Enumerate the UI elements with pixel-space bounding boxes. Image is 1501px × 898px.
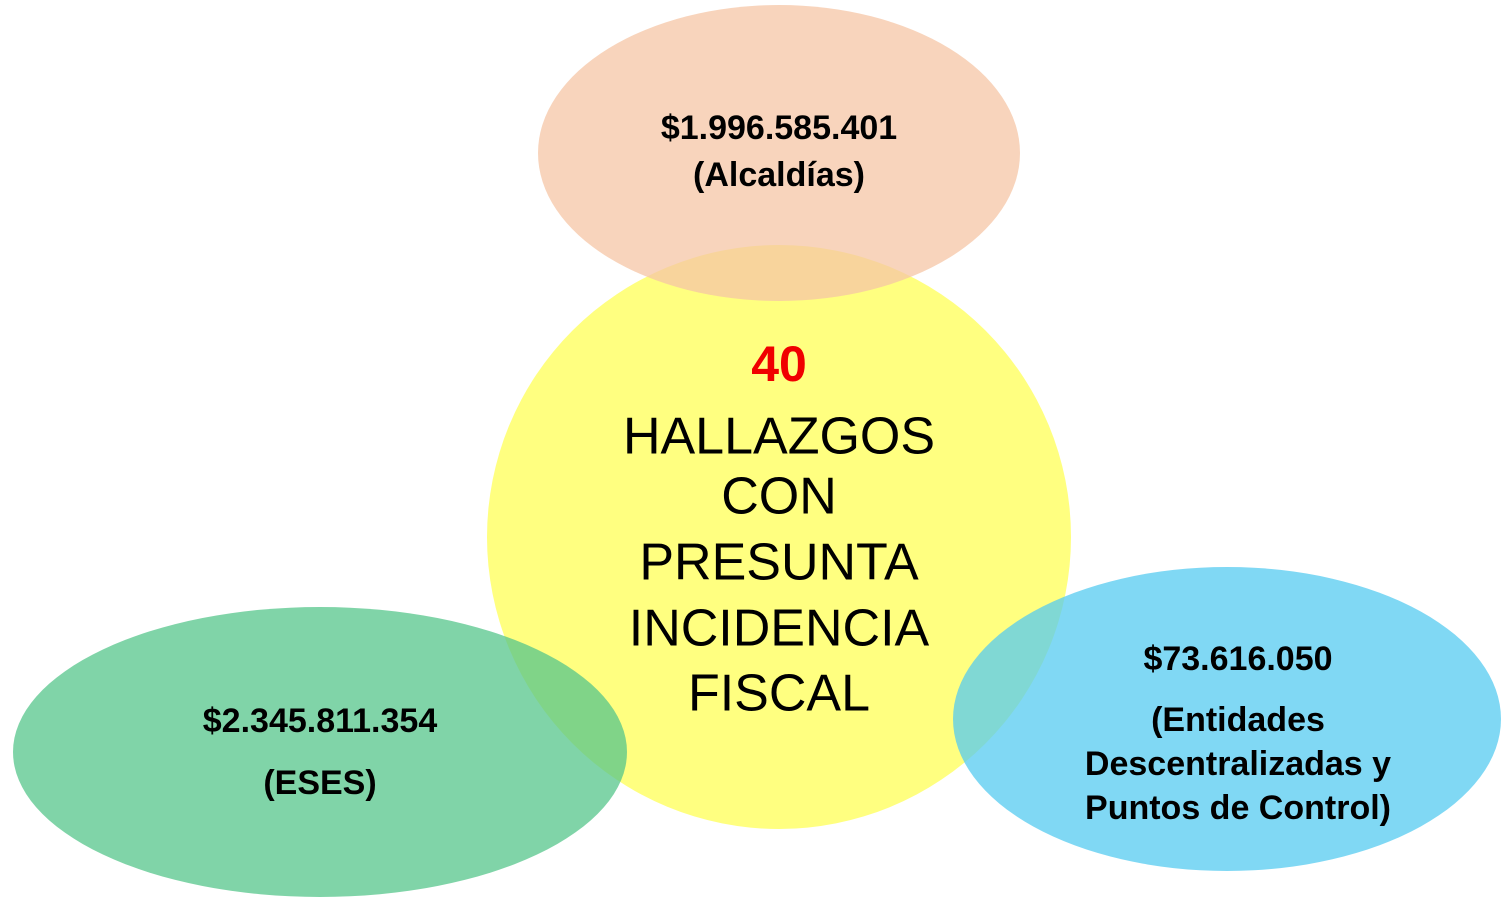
node-ellipse (953, 567, 1501, 871)
node-label-line: (Alcaldías) (693, 156, 865, 194)
node-label-line: (ESES) (263, 764, 376, 802)
node-amount: $1.996.585.401 (661, 109, 897, 147)
center-label-line: FISCAL (688, 665, 870, 723)
node-label-line: Descentralizadas y (1085, 745, 1391, 783)
center-label-line: HALLAZGOS (623, 408, 935, 466)
node-label-line: (Entidades (1151, 701, 1325, 739)
node-ellipse (538, 5, 1020, 301)
node-labels: (Alcaldías) (ESES) (Entidades Descentraliza… (263, 156, 1391, 827)
center-count: 40 (751, 336, 807, 392)
node-amount: $73.616.050 (1143, 640, 1332, 678)
center-label-line: CON (721, 468, 837, 526)
node-ellipse (13, 607, 627, 897)
center-label-line: PRESUNTA (639, 534, 919, 592)
node-label-line: Puntos de Control) (1085, 789, 1391, 827)
node-amount: $2.345.811.354 (203, 702, 438, 740)
center-circle (487, 245, 1071, 829)
center-label-line: INCIDENCIA (629, 600, 930, 658)
